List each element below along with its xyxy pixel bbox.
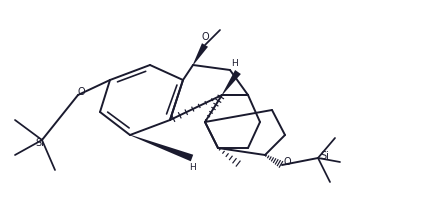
Polygon shape [193,43,208,65]
Text: O: O [201,32,209,42]
Text: H: H [189,163,195,172]
Text: Si: Si [36,138,45,148]
Text: H: H [231,59,238,68]
Text: O: O [284,157,292,167]
Polygon shape [222,70,241,95]
Text: Si: Si [320,151,329,161]
Polygon shape [130,135,193,161]
Text: O: O [77,87,85,97]
